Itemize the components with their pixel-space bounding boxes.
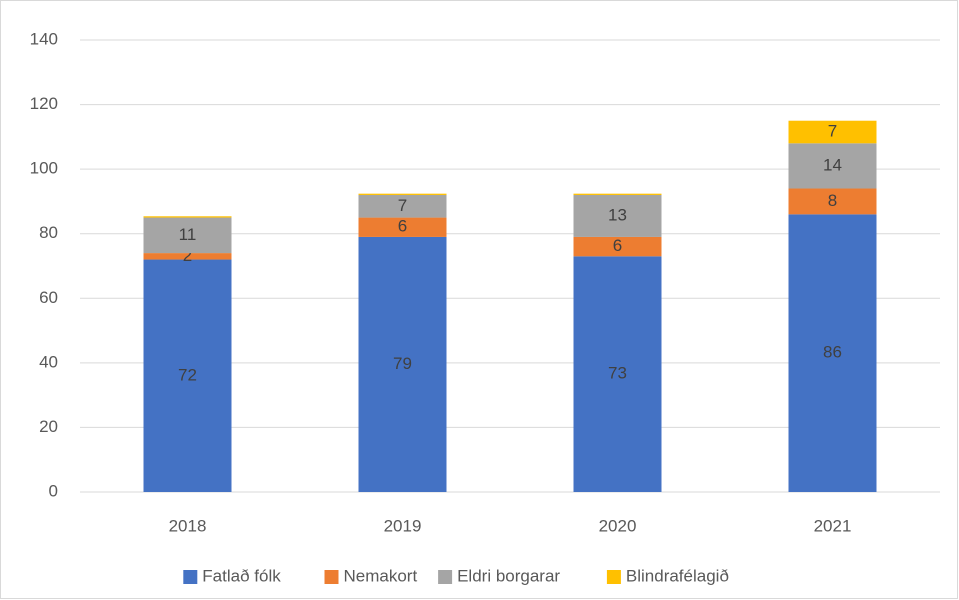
bar-segment: [143, 217, 232, 254]
x-tick-label: 2020: [599, 516, 637, 535]
bar-segment: [788, 120, 877, 144]
data-label: 14: [823, 155, 842, 174]
data-label: 13: [608, 205, 627, 224]
y-tick-label: 120: [30, 94, 58, 113]
data-label: 11: [179, 225, 197, 244]
bar-segment: [788, 214, 877, 493]
data-label: 73: [608, 364, 627, 383]
legend-label: Nemakort: [344, 566, 418, 585]
data-label: 86: [823, 343, 842, 362]
legend-swatch: [606, 570, 621, 584]
x-tick-label: 2021: [814, 516, 852, 535]
bar-segment: [573, 236, 662, 257]
y-tick-label: 80: [39, 223, 58, 242]
data-label: 7: [398, 196, 407, 215]
legend-label: Blindrafélagið: [626, 566, 729, 585]
x-tick-label: 2018: [169, 516, 207, 535]
bar-segment: [573, 193, 662, 195]
data-label: 8: [828, 191, 837, 210]
legend-swatch: [324, 570, 339, 584]
bar-segment: [358, 236, 447, 492]
y-tick-label: 60: [39, 288, 58, 307]
bar-segment: [143, 253, 232, 260]
bar-segment: [788, 143, 877, 189]
bar-segment: [358, 193, 447, 195]
y-tick-label: 40: [39, 352, 58, 371]
bar-segment: [358, 194, 447, 218]
y-tick-label: 0: [49, 481, 58, 500]
legend-swatch: [438, 570, 453, 584]
bar-segment: [788, 188, 877, 215]
legend-swatch: [183, 570, 198, 584]
data-label: 7: [828, 121, 837, 140]
y-tick-label: 140: [30, 29, 58, 48]
y-tick-label: 100: [30, 159, 58, 178]
bar-segment: [143, 216, 232, 218]
bar-segment: [358, 217, 447, 237]
legend-label: Fatlað fólk: [202, 566, 281, 585]
data-label: 79: [393, 354, 412, 373]
data-label: 2: [183, 246, 192, 265]
y-tick-label: 20: [39, 417, 58, 436]
bar-segment: [573, 256, 662, 492]
x-tick-label: 2019: [384, 516, 422, 535]
data-label: 72: [178, 365, 197, 384]
legend-label: Eldri borgarar: [457, 566, 560, 585]
data-label: 6: [613, 236, 622, 255]
bar-segment: [573, 194, 662, 237]
bar-segment: [143, 259, 232, 492]
data-label: 6: [398, 217, 407, 236]
